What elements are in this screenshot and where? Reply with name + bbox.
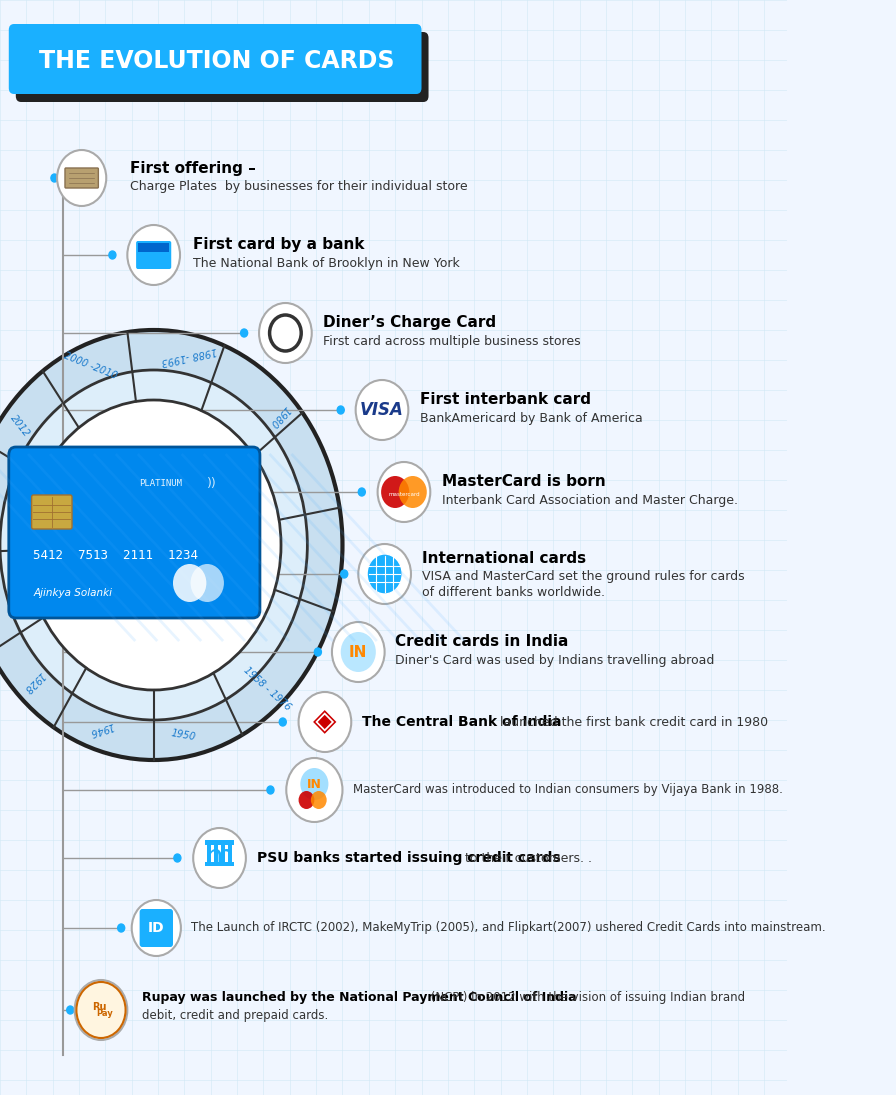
Circle shape xyxy=(0,330,342,760)
Circle shape xyxy=(109,251,116,260)
Circle shape xyxy=(241,328,247,337)
Text: VISA: VISA xyxy=(360,401,404,419)
FancyBboxPatch shape xyxy=(31,495,72,529)
Text: m: m xyxy=(204,843,235,873)
Circle shape xyxy=(280,322,298,344)
Circle shape xyxy=(332,622,384,682)
Circle shape xyxy=(358,544,411,604)
Circle shape xyxy=(356,380,409,440)
Text: 1980: 1980 xyxy=(268,403,292,428)
Circle shape xyxy=(259,303,312,364)
Circle shape xyxy=(298,692,351,752)
Text: ◈: ◈ xyxy=(314,707,337,737)
Text: The Launch of IRCTC (2002), MakeMyTrip (2005), and Flipkart(2007) ushered Credit: The Launch of IRCTC (2002), MakeMyTrip (… xyxy=(192,922,826,934)
Text: 5412  7513  2111  1234: 5412 7513 2111 1234 xyxy=(33,549,198,562)
Text: IN: IN xyxy=(307,777,322,791)
Circle shape xyxy=(287,758,342,822)
Bar xyxy=(138,243,169,252)
Text: to their customers. .: to their customers. . xyxy=(461,852,592,864)
Circle shape xyxy=(191,564,224,602)
Circle shape xyxy=(340,570,348,578)
Circle shape xyxy=(337,406,344,414)
Text: launched the first bank credit card in 1980: launched the first bank credit card in 1… xyxy=(495,715,768,728)
Circle shape xyxy=(0,370,307,721)
FancyBboxPatch shape xyxy=(9,24,421,94)
Circle shape xyxy=(57,150,107,206)
Circle shape xyxy=(26,400,281,690)
Circle shape xyxy=(127,224,180,285)
Text: Rupay was launched by the National Payment Council of India: Rupay was launched by the National Payme… xyxy=(142,991,577,1003)
Text: First offering –: First offering – xyxy=(130,161,256,175)
Text: The Central Bank of India: The Central Bank of India xyxy=(362,715,561,729)
Text: 1946: 1946 xyxy=(88,719,115,737)
Text: 1950: 1950 xyxy=(170,728,196,742)
Circle shape xyxy=(132,900,181,956)
Circle shape xyxy=(367,554,402,593)
Circle shape xyxy=(174,854,181,862)
Text: MasterCard was introduced to Indian consumers by Vijaya Bank in 1988.: MasterCard was introduced to Indian cons… xyxy=(353,784,783,796)
Text: Ajinkya Solanki: Ajinkya Solanki xyxy=(33,588,112,598)
Text: 2012: 2012 xyxy=(8,413,31,439)
FancyBboxPatch shape xyxy=(140,909,173,947)
Bar xyxy=(214,844,218,862)
Text: of different banks worldwide.: of different banks worldwide. xyxy=(421,586,605,599)
FancyBboxPatch shape xyxy=(136,241,171,269)
FancyBboxPatch shape xyxy=(65,168,99,188)
Text: Credit cards in India: Credit cards in India xyxy=(395,634,569,648)
Circle shape xyxy=(280,718,287,726)
Bar xyxy=(205,862,234,866)
Text: VISA and MasterCard set the ground rules for cards: VISA and MasterCard set the ground rules… xyxy=(421,569,745,583)
Circle shape xyxy=(314,648,322,656)
Bar xyxy=(205,840,234,845)
Text: )): )) xyxy=(207,476,217,489)
Bar xyxy=(207,844,211,862)
Text: Diner's Card was used by Indians travelling abroad: Diner's Card was used by Indians travell… xyxy=(395,654,714,667)
Text: PSU banks started issuing credit cards: PSU banks started issuing credit cards xyxy=(257,851,561,865)
Circle shape xyxy=(377,462,430,522)
Circle shape xyxy=(194,828,246,888)
Text: 1928: 1928 xyxy=(22,669,47,694)
Circle shape xyxy=(298,791,314,809)
Text: The National Bank of Brooklyn in New York: The National Bank of Brooklyn in New Yor… xyxy=(194,256,460,269)
Bar xyxy=(228,844,232,862)
Text: Pay: Pay xyxy=(96,1010,113,1018)
Text: ID: ID xyxy=(148,921,165,935)
Text: mastercard: mastercard xyxy=(388,492,419,496)
Text: First card across multiple business stores: First card across multiple business stor… xyxy=(323,334,581,347)
Circle shape xyxy=(381,476,409,508)
Circle shape xyxy=(76,982,125,1038)
Text: debit, credit and prepaid cards.: debit, credit and prepaid cards. xyxy=(142,1008,329,1022)
Text: Diner’s Charge Card: Diner’s Charge Card xyxy=(323,314,496,330)
Circle shape xyxy=(51,174,58,182)
Text: Ru: Ru xyxy=(92,1002,107,1012)
Text: 2000 -2010: 2000 -2010 xyxy=(62,350,118,381)
Text: 1958 - 1976: 1958 - 1976 xyxy=(242,665,293,712)
Text: Interbank Card Association and Master Charge.: Interbank Card Association and Master Ch… xyxy=(442,494,737,507)
Text: PLATINUM: PLATINUM xyxy=(139,479,182,487)
Text: BankAmericard by Bank of America: BankAmericard by Bank of America xyxy=(419,412,642,425)
Circle shape xyxy=(340,632,375,672)
Circle shape xyxy=(300,768,329,800)
Text: THE EVOLUTION OF CARDS: THE EVOLUTION OF CARDS xyxy=(39,49,394,73)
Text: (NCPI) in 2012 with the vision of issuing Indian brand: (NCPI) in 2012 with the vision of issuin… xyxy=(427,991,745,1003)
Text: Charge Plates  by businesses for their individual store: Charge Plates by businesses for their in… xyxy=(130,180,468,193)
Circle shape xyxy=(74,980,127,1040)
Bar xyxy=(221,844,225,862)
Text: First interbank card: First interbank card xyxy=(419,392,590,406)
Text: International cards: International cards xyxy=(421,551,586,565)
FancyBboxPatch shape xyxy=(9,447,260,618)
FancyBboxPatch shape xyxy=(16,32,428,102)
Circle shape xyxy=(358,488,366,496)
Text: First card by a bank: First card by a bank xyxy=(194,237,365,252)
Circle shape xyxy=(311,791,327,809)
Circle shape xyxy=(66,1006,73,1014)
Text: MasterCard is born: MasterCard is born xyxy=(442,473,606,488)
Circle shape xyxy=(267,786,274,794)
Circle shape xyxy=(173,564,206,602)
Circle shape xyxy=(117,924,125,932)
Circle shape xyxy=(399,476,426,508)
Text: 1988 -1993: 1988 -1993 xyxy=(160,345,218,367)
Text: IN: IN xyxy=(349,645,367,659)
